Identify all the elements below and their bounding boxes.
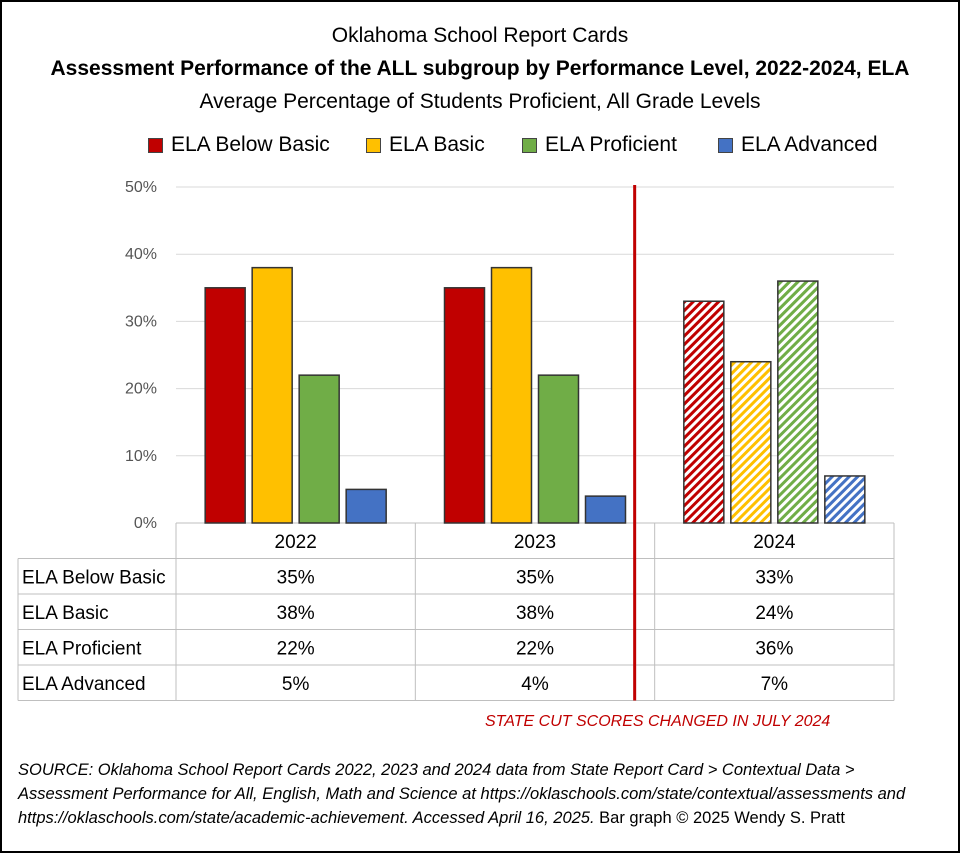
data-label-ela-proficient-2024: 36% — [755, 638, 793, 659]
legend-item-below-basic: ELA Below Basic — [148, 133, 330, 157]
chart-title: Oklahoma School Report Cards — [331, 24, 629, 47]
bar-ela-proficient-2024 — [777, 280, 819, 524]
y-tick-label: 30% — [125, 313, 157, 330]
y-tick-label: 50% — [125, 179, 157, 196]
data-label-ela-advanced-2024: 7% — [761, 674, 789, 695]
bar-ela-proficient-2023 — [537, 374, 580, 524]
legend-item-proficient: ELA Proficient — [522, 133, 677, 157]
legend-item-advanced: ELA Advanced — [718, 133, 878, 157]
data-label-ela-advanced-2022: 5% — [282, 674, 310, 695]
cut-score-annotation: STATE CUT SCORES CHANGED IN JULY 2024 — [485, 713, 831, 730]
bar-ela-basic-2022 — [251, 266, 293, 524]
table-row-label-ela-basic: ELA Basic — [22, 603, 109, 624]
legend-item-basic: ELA Basic — [366, 133, 485, 157]
legend-swatch-below-basic — [148, 137, 163, 153]
y-tick-label: 40% — [125, 246, 157, 263]
legend-swatch-advanced — [718, 137, 733, 153]
bar-ela-below-basic-2022 — [204, 287, 246, 524]
data-label-ela-below-basic-2023: 35% — [516, 567, 554, 588]
source-note: SOURCE: Oklahoma School Report Cards 202… — [18, 758, 943, 830]
bar-ela-advanced-2023 — [584, 495, 627, 524]
x-tick-label-2024: 2024 — [753, 532, 796, 553]
legend-swatch-proficient — [522, 137, 537, 153]
bar-ela-basic-2023 — [490, 266, 533, 524]
data-label-ela-basic-2024: 24% — [755, 603, 793, 624]
data-label-ela-basic-2023: 38% — [516, 603, 554, 624]
data-label-ela-advanced-2023: 4% — [521, 674, 549, 695]
bar-ela-basic-2024 — [730, 360, 772, 524]
legend-label-basic: ELA Basic — [389, 133, 485, 156]
legend-label-proficient: ELA Proficient — [545, 133, 677, 156]
data-label-ela-basic-2022: 38% — [277, 603, 315, 624]
data-label-ela-proficient-2022: 22% — [277, 638, 315, 659]
bar-ela-advanced-2024 — [824, 475, 866, 524]
data-label-ela-below-basic-2022: 35% — [277, 567, 315, 588]
source-citation: SOURCE: Oklahoma School Report Cards 202… — [18, 761, 906, 827]
table-row-label-ela-below-basic: ELA Below Basic — [22, 567, 166, 588]
bar-ela-below-basic-2023 — [443, 287, 486, 524]
legend-swatch-basic — [366, 137, 381, 153]
y-tick-label: 0% — [134, 515, 157, 532]
copyright-note: Bar graph © 2025 Wendy S. Pratt — [594, 809, 845, 827]
table-row-label-ela-proficient: ELA Proficient — [22, 638, 142, 659]
legend-label-below-basic: ELA Below Basic — [171, 133, 330, 156]
table-row-label-ela-advanced: ELA Advanced — [22, 674, 146, 695]
data-label-ela-proficient-2023: 22% — [516, 638, 554, 659]
y-tick-label: 20% — [125, 381, 157, 398]
y-tick-label: 10% — [125, 448, 157, 465]
legend-label-advanced: ELA Advanced — [741, 133, 878, 156]
chart-subtitle: Assessment Performance of the ALL subgro… — [50, 57, 910, 80]
bar-ela-below-basic-2024 — [683, 300, 725, 524]
chart-subtitle-secondary: Average Percentage of Students Proficien… — [199, 90, 761, 113]
bar-ela-advanced-2022 — [345, 488, 387, 524]
x-tick-label-2022: 2022 — [275, 532, 317, 553]
data-label-ela-below-basic-2024: 33% — [755, 567, 793, 588]
bar-ela-proficient-2022 — [298, 374, 340, 524]
x-tick-label-2023: 2023 — [514, 532, 556, 553]
